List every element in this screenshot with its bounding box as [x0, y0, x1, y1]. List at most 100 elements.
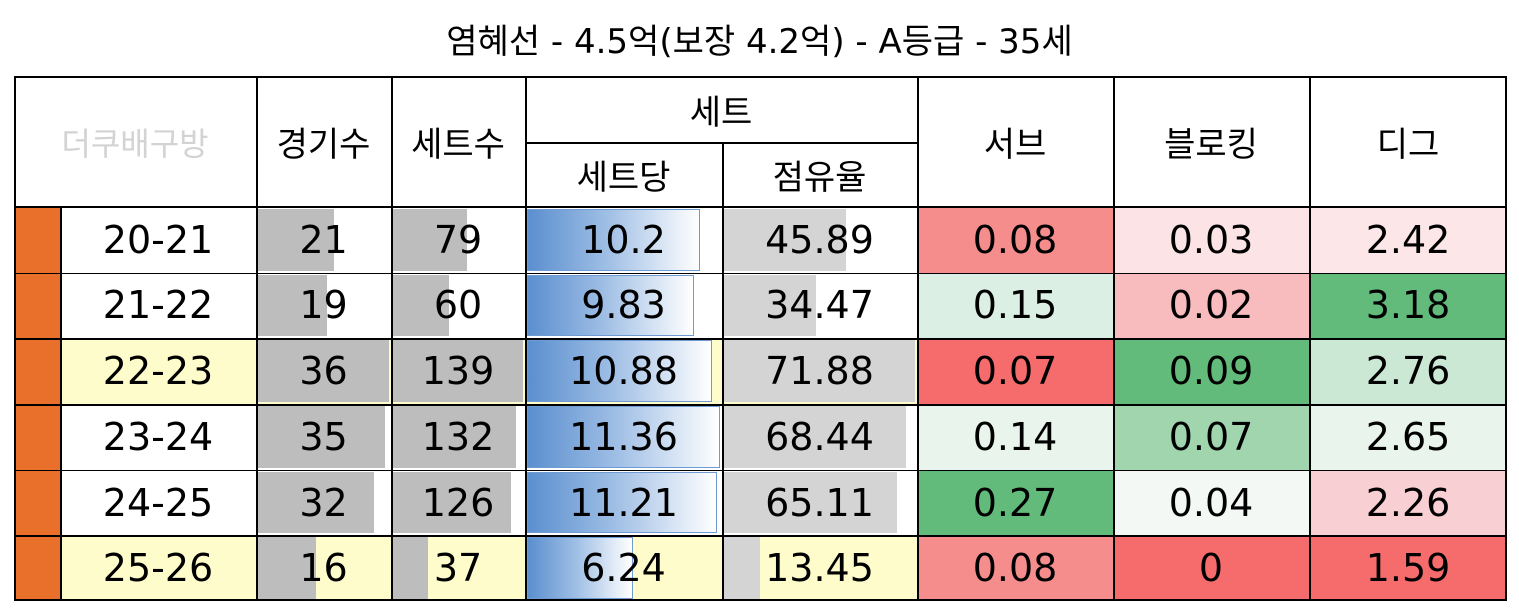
per-set-cell: 11.21 [525, 470, 722, 536]
dig-value: 2.26 [1365, 480, 1451, 525]
sets-cell: 139 [391, 338, 525, 404]
block-value: 0.09 [1168, 349, 1254, 394]
set-group-header: 세트 [689, 92, 753, 133]
sets-value: 60 [433, 283, 483, 328]
serve-value: 0.15 [972, 283, 1058, 328]
per-set-cell: 10.2 [525, 207, 722, 273]
share-value: 71.88 [765, 349, 874, 394]
row-marker [14, 338, 60, 404]
sets-bar [393, 209, 467, 271]
serve-value: 0.08 [972, 546, 1058, 591]
per-set-cell: 11.36 [525, 404, 722, 470]
per-set-value: 6.24 [581, 546, 666, 591]
block-cell: 0.09 [1113, 338, 1309, 404]
sets-cell: 79 [391, 207, 525, 273]
season-value: 20-21 [102, 217, 214, 262]
season-value: 25-26 [102, 546, 214, 591]
games-header: 경기수 [276, 125, 371, 165]
row-marker [14, 404, 60, 470]
serve-value: 0.14 [972, 414, 1058, 459]
games-bar [258, 340, 389, 402]
games-cell: 21 [256, 207, 391, 273]
share-value: 65.11 [765, 480, 874, 525]
per-set-value: 10.88 [569, 349, 678, 394]
per-set-bar [527, 340, 712, 402]
dig-cell: 2.26 [1309, 469, 1507, 536]
share-bar [724, 406, 906, 468]
games-value: 35 [299, 414, 348, 459]
block-cell: 0.03 [1113, 207, 1309, 273]
sets-value: 132 [421, 414, 495, 459]
grid-line [14, 338, 1507, 340]
season-cell: 25-26 [60, 535, 256, 601]
dig-value: 2.76 [1365, 349, 1451, 394]
share-bar [724, 209, 846, 271]
sets-cell: 60 [391, 273, 525, 339]
sets-value: 139 [421, 349, 495, 394]
dig-cell: 2.76 [1309, 338, 1507, 404]
block-value: 0.07 [1168, 414, 1254, 459]
grid-line [14, 206, 1507, 208]
page-title: 염혜선 - 4.5억(보장 4.2억) - A등급 - 35세 [446, 21, 1073, 62]
serve-cell: 0.08 [917, 535, 1113, 601]
serve-cell: 0.14 [917, 404, 1113, 470]
share-value: 68.44 [765, 414, 874, 459]
season-cell: 21-22 [60, 273, 256, 339]
grid-line [14, 535, 1507, 537]
season-cell: 22-23 [60, 338, 256, 404]
share-cell: 68.44 [722, 404, 917, 470]
grid-line [525, 76, 527, 601]
block-cell: 0 [1113, 535, 1309, 601]
grid-line [1309, 76, 1311, 601]
sets-bar [393, 471, 511, 534]
games-value: 19 [299, 283, 348, 328]
serve-cell: 0.15 [917, 272, 1113, 339]
row-marker [14, 272, 60, 339]
share-header: 점유율 [772, 158, 867, 198]
share-bar [724, 340, 915, 402]
share-bar [724, 471, 897, 534]
per-set-value: 9.83 [581, 283, 666, 328]
games-bar [258, 471, 375, 534]
share-bar [724, 537, 760, 599]
sets-bar [393, 537, 428, 599]
per-set-header: 세트당 [576, 158, 671, 198]
share-cell: 65.11 [722, 470, 917, 536]
block-cell: 0.02 [1113, 272, 1309, 339]
grid-line [391, 76, 393, 601]
season-value: 21-22 [102, 283, 214, 328]
share-cell: 34.47 [722, 273, 917, 339]
games-bar [258, 209, 335, 271]
season-value: 23-24 [102, 414, 214, 459]
sets-header: 세트수 [411, 125, 505, 165]
sets-cell: 37 [391, 535, 525, 601]
dig-cell: 3.18 [1309, 272, 1507, 339]
grid-line [14, 599, 1507, 601]
games-bar [258, 537, 317, 599]
block-header: 블로킹 [1164, 125, 1258, 165]
serve-cell: 0.07 [917, 338, 1113, 404]
season-value: 24-25 [102, 480, 214, 525]
share-cell: 71.88 [722, 338, 917, 404]
share-cell: 45.89 [722, 207, 917, 273]
sets-value: 79 [433, 217, 483, 262]
games-bar [258, 406, 386, 468]
per-set-value: 11.36 [569, 414, 678, 459]
share-value: 45.89 [765, 217, 874, 262]
grid-line [14, 272, 1507, 275]
block-value: 0.03 [1168, 217, 1254, 262]
brand-header: 더쿠배구방 [61, 124, 209, 163]
grid-line [256, 76, 258, 601]
share-value: 34.47 [765, 283, 874, 328]
share-value: 13.45 [765, 546, 874, 591]
season-cell: 24-25 [60, 470, 256, 536]
games-bar [258, 274, 328, 337]
grid-line [14, 469, 1507, 472]
per-set-cell: 9.83 [525, 273, 722, 339]
games-cell: 19 [256, 273, 391, 339]
per-set-cell: 6.24 [525, 535, 722, 601]
games-cell: 16 [256, 535, 391, 601]
per-set-bar [527, 274, 694, 337]
per-set-bar [527, 537, 633, 599]
season-value: 22-23 [102, 349, 214, 394]
